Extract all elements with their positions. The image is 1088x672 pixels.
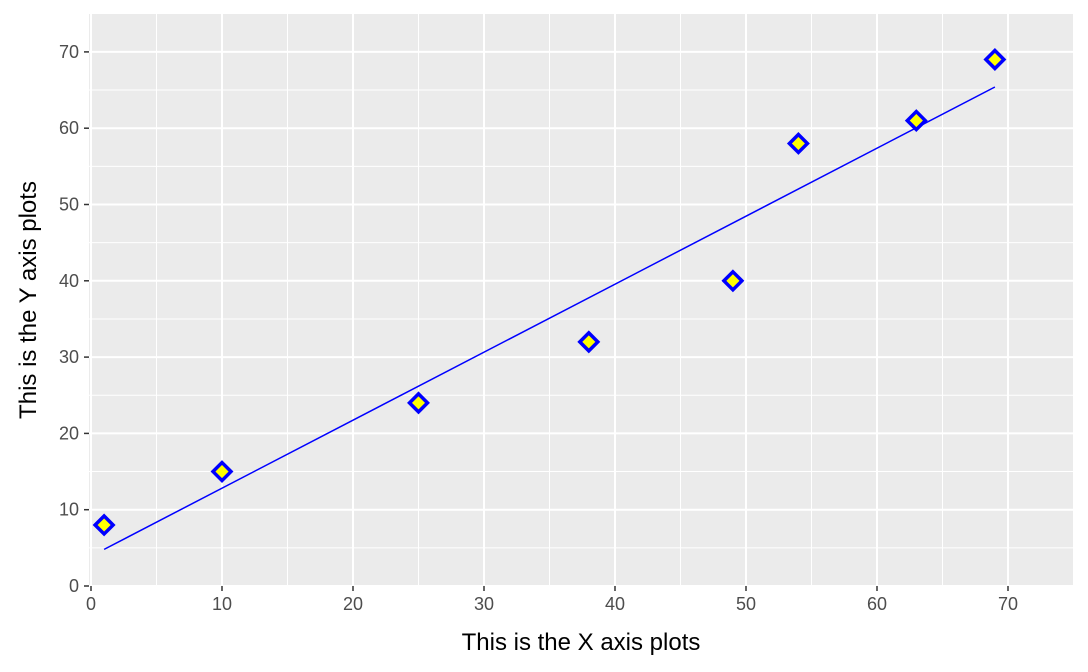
x-tick-label: 10	[212, 594, 232, 614]
data-point	[577, 330, 601, 354]
x-axis-title: This is the X axis plots	[462, 629, 701, 656]
x-tick-label: 50	[736, 594, 756, 614]
axes: 0 10 20 30 40 50 60 70 0 10 20 30 40 50 60 70	[59, 42, 1018, 614]
data-point	[407, 391, 430, 415]
minor-gridlines	[89, 14, 1073, 586]
data-point	[983, 48, 1007, 72]
y-tick-label: 50	[59, 195, 79, 215]
y-tick-label: 0	[69, 576, 79, 596]
major-gridlines	[89, 14, 1073, 587]
fit-line	[103, 86, 996, 551]
y-tick-label: 30	[59, 347, 79, 367]
x-tick-label: 70	[998, 594, 1018, 614]
fit-line-layer	[103, 86, 996, 551]
y-tick-label: 20	[59, 423, 79, 443]
x-tick-label: 20	[343, 594, 363, 614]
y-tick-label: 10	[59, 500, 79, 520]
x-tick-label: 40	[605, 594, 625, 614]
data-point	[786, 131, 810, 155]
plot-panel	[89, 14, 1073, 586]
x-tick-label: 30	[474, 594, 494, 614]
y-tick-label: 40	[59, 271, 79, 291]
data-points	[92, 48, 1007, 537]
data-point	[721, 269, 745, 293]
data-point	[210, 460, 234, 484]
data-point	[904, 109, 928, 133]
x-tick-label: 60	[867, 594, 887, 614]
y-tick-label: 70	[59, 42, 79, 62]
data-point	[92, 513, 116, 537]
x-tick-label: 0	[86, 594, 96, 614]
y-axis-title: This is the Y axis plots	[15, 181, 42, 419]
y-tick-label: 60	[59, 118, 79, 138]
